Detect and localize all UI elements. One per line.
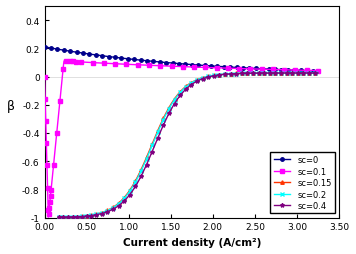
sc=0.2 <box>316 72 320 75</box>
sc=0.4 <box>93 214 97 217</box>
sc=0.15 <box>287 72 291 75</box>
sc=0.4 <box>316 72 320 75</box>
sc=0.15 <box>253 72 257 75</box>
Line: sc=0.2: sc=0.2 <box>57 72 320 219</box>
sc=0.1 <box>46 216 51 219</box>
sc=0.2 <box>169 104 173 107</box>
sc=0.1 <box>90 62 95 65</box>
Line: sc=0.1: sc=0.1 <box>42 60 320 219</box>
sc=0 <box>273 69 277 72</box>
sc=0 <box>316 70 320 73</box>
sc=0 <box>42 46 47 49</box>
sc=0.1 <box>62 60 66 63</box>
sc=0.1 <box>253 68 257 71</box>
Y-axis label: β: β <box>7 99 15 112</box>
sc=0.15 <box>169 103 173 106</box>
sc=0.15 <box>85 214 90 217</box>
Line: sc=0.4: sc=0.4 <box>57 72 320 220</box>
sc=0 <box>43 46 48 49</box>
sc=0.2 <box>287 72 291 75</box>
sc=0.1 <box>265 69 269 72</box>
sc=0 <box>290 69 294 72</box>
sc=0.1 <box>279 69 283 72</box>
sc=0.4 <box>253 72 257 75</box>
sc=0.4 <box>287 72 291 75</box>
sc=0 <box>204 65 209 68</box>
sc=0.2 <box>57 216 61 219</box>
sc=0.1 <box>316 70 320 73</box>
sc=0 <box>210 65 214 68</box>
sc=0.1 <box>44 155 49 158</box>
Line: sc=0.15: sc=0.15 <box>57 72 320 219</box>
sc=0.4 <box>169 108 173 111</box>
sc=0.4 <box>105 210 110 213</box>
X-axis label: Current density (A/cm²): Current density (A/cm²) <box>122 237 261 247</box>
Legend: sc=0, sc=0.1, sc=0.15, sc=0.2, sc=0.4: sc=0, sc=0.1, sc=0.15, sc=0.2, sc=0.4 <box>271 152 335 214</box>
sc=0.15 <box>57 216 61 219</box>
sc=0.2 <box>85 214 90 217</box>
Line: sc=0: sc=0 <box>43 46 320 73</box>
sc=0.15 <box>93 213 97 216</box>
sc=0.1 <box>42 76 47 79</box>
sc=0.4 <box>85 215 90 218</box>
sc=0 <box>205 65 209 68</box>
sc=0.2 <box>253 72 257 75</box>
sc=0.1 <box>245 68 249 71</box>
sc=0.15 <box>316 72 320 75</box>
sc=0.4 <box>57 216 61 219</box>
sc=0.15 <box>105 209 110 212</box>
sc=0.2 <box>105 209 110 212</box>
sc=0.2 <box>93 213 97 216</box>
